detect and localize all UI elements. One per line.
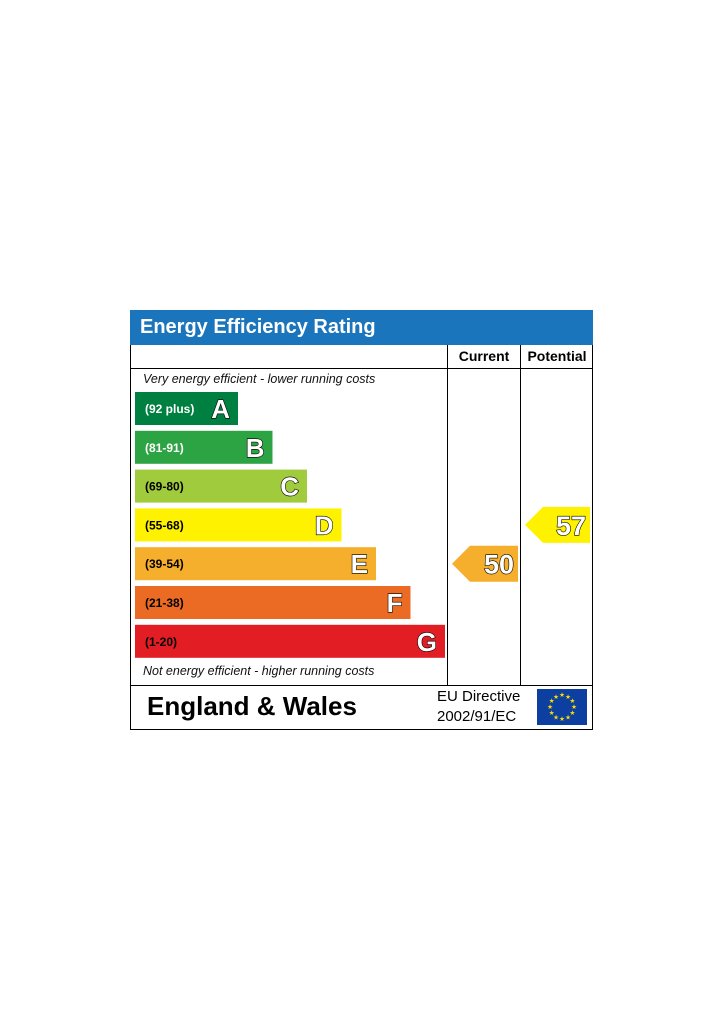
eu-flag-star: ★ (569, 697, 575, 705)
band-b-letter: B (246, 433, 265, 463)
band-f-bar (135, 586, 411, 619)
band-c-letter: C (280, 472, 299, 502)
chart-header: Energy Efficiency Rating (130, 310, 593, 345)
band-c-bar (135, 469, 307, 503)
top-note: Very energy efficient - lower running co… (143, 372, 376, 386)
chart-title: Energy Efficiency Rating (140, 316, 376, 338)
band-d-letter: D (315, 510, 334, 540)
current-column-header: Current (458, 348, 510, 364)
directive-line-2: 2002/91/EC (437, 708, 517, 725)
eu-flag-star: ★ (549, 709, 555, 717)
directive-line-1: EU Directive (437, 688, 521, 705)
potential-rating-value: 57 (556, 511, 586, 541)
eu-flag-star: ★ (565, 714, 571, 722)
eu-flag-icon: ★ ★★★★★★★★★★★ (537, 689, 587, 725)
eu-flag-star: ★ (553, 714, 559, 722)
band-b-bar (135, 430, 273, 464)
band-f-letter: F (387, 588, 403, 618)
footer-directive: EU Directive 2002/91/EC (437, 687, 520, 727)
eu-flag-background (537, 689, 587, 725)
band-a-letter: A (211, 394, 230, 424)
eu-flag-star: ★ (559, 715, 565, 723)
footer-divider (130, 685, 593, 686)
eu-flag-star: ★ (559, 691, 565, 699)
potential-rating-arrow (525, 506, 590, 543)
eu-flag-star: ★ (553, 693, 559, 701)
potential-column-header: Potential (527, 348, 587, 364)
footer-region: England & Wales (147, 691, 357, 721)
current-column-divider (447, 345, 448, 686)
band-b-range: (81-91) (145, 441, 184, 455)
band-a-bar (135, 392, 238, 425)
band-f-range: (21-38) (145, 596, 184, 610)
eu-flag-star: ★ (549, 697, 555, 705)
eu-flag-star: ★ (547, 703, 553, 711)
eu-flag-star: ★ (571, 703, 577, 711)
band-a-range: (92 plus) (145, 402, 194, 416)
band-c-range: (69-80) (145, 480, 184, 494)
band-d-range: (55-68) (145, 518, 184, 532)
band-e-bar (135, 547, 376, 581)
band-g-range: (1-20) (145, 635, 177, 649)
band-g-letter: G (417, 627, 437, 657)
current-rating-value: 50 (484, 550, 514, 580)
eu-flag-star: ★ (565, 693, 571, 701)
band-e-range: (39-54) (145, 557, 184, 571)
column-header-divider (130, 368, 593, 369)
band-e-letter: E (351, 549, 368, 579)
current-rating-arrow (452, 545, 518, 582)
band-g-bar (135, 624, 445, 658)
eu-flag-star: ★ (569, 709, 575, 717)
band-d-bar (135, 508, 342, 542)
bottom-note: Not energy efficient - higher running co… (143, 664, 375, 678)
rating-bands: (92 plus) A (81-91) B (69-80) C (55-68) D (39-54… (135, 392, 590, 658)
potential-column-divider (520, 345, 521, 686)
energy-efficiency-rating-chart: Energy Efficiency Rating Current Potenti… (130, 310, 593, 730)
